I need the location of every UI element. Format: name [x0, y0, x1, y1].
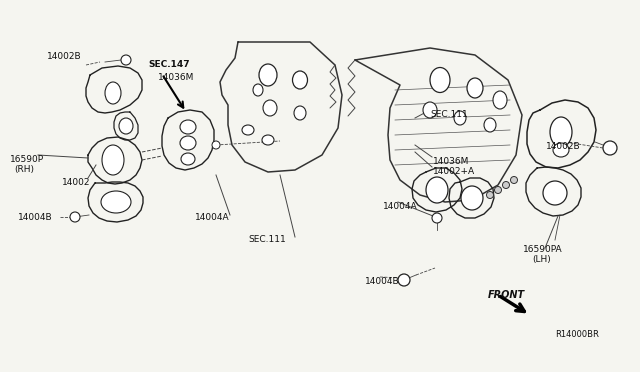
Text: SEC.147: SEC.147	[148, 60, 189, 69]
Text: 14036M: 14036M	[433, 157, 469, 166]
Ellipse shape	[102, 145, 124, 175]
Circle shape	[486, 192, 493, 199]
Text: 14004A: 14004A	[383, 202, 418, 211]
Text: 14002+A: 14002+A	[433, 167, 475, 176]
Ellipse shape	[294, 106, 306, 120]
Text: 14002B: 14002B	[546, 142, 580, 151]
Ellipse shape	[493, 91, 507, 109]
Text: 14002: 14002	[62, 178, 90, 187]
Ellipse shape	[180, 120, 196, 134]
Circle shape	[121, 55, 131, 65]
Text: 14036M: 14036M	[158, 73, 195, 82]
Ellipse shape	[180, 136, 196, 150]
Text: R14000BR: R14000BR	[555, 330, 599, 339]
Ellipse shape	[101, 191, 131, 213]
Circle shape	[432, 213, 442, 223]
Text: 16590PA: 16590PA	[523, 245, 563, 254]
Ellipse shape	[292, 71, 307, 89]
Ellipse shape	[543, 181, 567, 205]
Ellipse shape	[423, 102, 437, 118]
Text: 16590P: 16590P	[10, 155, 44, 164]
Ellipse shape	[242, 125, 254, 135]
Text: SEC.111: SEC.111	[248, 235, 285, 244]
Circle shape	[398, 274, 410, 286]
Circle shape	[511, 176, 518, 183]
Text: 14002B: 14002B	[47, 52, 82, 61]
Ellipse shape	[119, 118, 133, 134]
Circle shape	[502, 182, 509, 189]
Ellipse shape	[484, 118, 496, 132]
Circle shape	[70, 212, 80, 222]
Ellipse shape	[430, 67, 450, 93]
Ellipse shape	[553, 143, 569, 157]
Ellipse shape	[259, 64, 277, 86]
Ellipse shape	[263, 100, 277, 116]
Ellipse shape	[467, 78, 483, 98]
Ellipse shape	[105, 82, 121, 104]
Ellipse shape	[461, 186, 483, 210]
Circle shape	[212, 141, 220, 149]
Ellipse shape	[181, 153, 195, 165]
Text: 14004A: 14004A	[195, 213, 230, 222]
Text: SEC.111: SEC.111	[430, 110, 468, 119]
Text: (RH): (RH)	[14, 165, 34, 174]
Ellipse shape	[253, 84, 263, 96]
Ellipse shape	[262, 135, 274, 145]
Text: (LH): (LH)	[532, 255, 551, 264]
Ellipse shape	[550, 117, 572, 147]
Circle shape	[603, 141, 617, 155]
Ellipse shape	[454, 111, 466, 125]
Text: 14004B: 14004B	[18, 213, 52, 222]
Ellipse shape	[426, 177, 448, 203]
Circle shape	[495, 186, 502, 193]
Text: 14004B: 14004B	[365, 277, 399, 286]
Text: FRONT: FRONT	[488, 290, 525, 300]
